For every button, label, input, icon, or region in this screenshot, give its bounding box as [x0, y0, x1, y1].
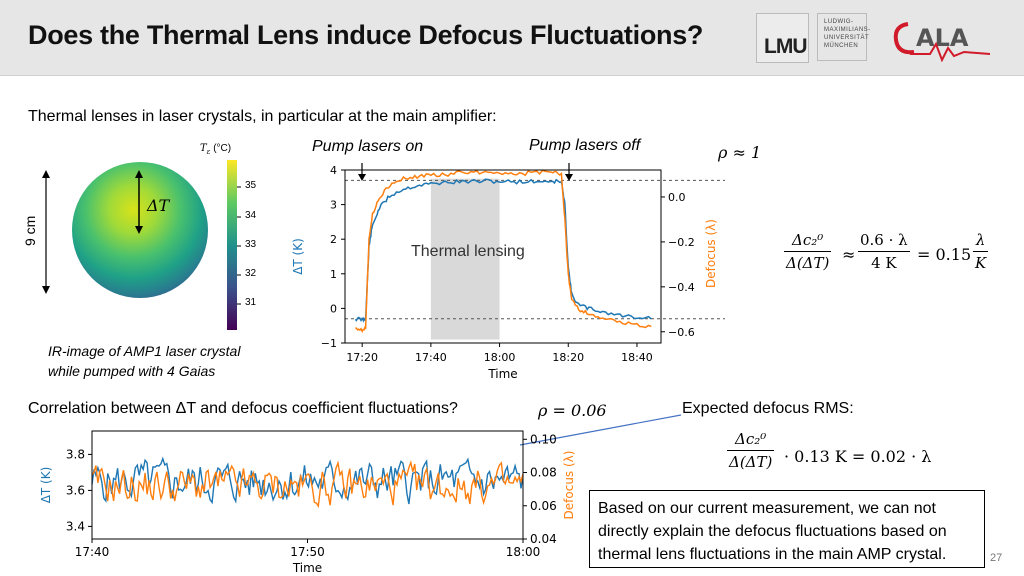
y-tick-label-2-2: 3.8: [66, 447, 85, 461]
x-tick-label-2: 18:00: [484, 351, 516, 364]
x-tick-label-2-0: 17:40: [75, 545, 110, 559]
y-tick-label-5: 4: [330, 164, 337, 177]
ir-image-figure: [42, 160, 241, 330]
slide-title: Does the Thermal Lens induce Defocus Flu…: [28, 20, 704, 50]
x-tick-label-2-2: 18:00: [506, 545, 541, 559]
colorbar-tick-31: 31: [245, 297, 257, 308]
formula1-approx: ≈: [842, 245, 856, 264]
colorbar: [227, 160, 237, 330]
plot-frame: [344, 169, 662, 344]
lmu-logo: [756, 13, 809, 63]
y-tick-label-4: 3: [330, 199, 337, 212]
page-number: 27: [990, 552, 1003, 564]
pump-on-arrowhead: [358, 174, 366, 181]
formula2-lhs: Δc₂⁰ Δ(ΔT): [727, 430, 775, 471]
y2-axis-label-2: Defocus (λ): [562, 451, 576, 520]
y2-tick-label-3: −0.6: [668, 326, 695, 339]
delta-t-fluct-series: [91, 456, 524, 505]
cala-logo: ALA: [893, 22, 991, 62]
fluctuation-chart: 3.4 3.6 3.8 0.10 0.08 0.06 0.04 17:40 17:50 18:00…: [39, 430, 576, 575]
y2-tick-label-0: 0.0: [668, 191, 686, 204]
y2-tick-label-1: −0.2: [668, 236, 695, 249]
header-bar: Does the Thermal Lens induce Defocus Flu…: [0, 0, 1024, 76]
colorbar-tick-33: 33: [245, 239, 257, 250]
expected-rms-label: Expected defocus RMS:: [682, 400, 854, 417]
conclusion-box: Based on our current measurement, we can…: [589, 490, 985, 568]
colorbar-ticks: [237, 186, 241, 305]
callout-line: [519, 414, 682, 446]
delta-t-series: [354, 178, 652, 323]
y2-axis-label: Defocus (λ): [704, 219, 718, 288]
y-tick-label-3: 2: [330, 233, 337, 246]
x-axis-label-2: Time: [292, 561, 322, 575]
y2-tick-label-2: −0.4: [668, 281, 695, 294]
formula1-eq: = 0.15: [917, 245, 972, 264]
pump-on-label: Pump lasers on: [312, 138, 424, 155]
rho-high-label: ρ ≈ 1: [718, 143, 762, 162]
y-tick-label-2-1: 3.6: [66, 483, 85, 497]
y2-tick-label-2-0: 0.10: [530, 432, 557, 446]
x-axis-label: Time: [487, 367, 517, 381]
ir-caption-line2: while pumped with 4 Gaias: [48, 363, 216, 379]
x-tick-label-0: 17:20: [346, 351, 378, 364]
svg-text:ALA: ALA: [916, 24, 969, 52]
lmu-logo-text: LMU: [764, 35, 807, 58]
y-axis-label: ΔT (K): [291, 238, 305, 275]
formula1-lhs: Δc₂⁰ Δ(ΔT): [784, 231, 832, 272]
pump-off-label: Pump lasers off: [529, 137, 641, 154]
thermal-lensing-label: Thermal lensing: [411, 243, 525, 260]
rho-low-label: ρ = 0.06: [538, 401, 607, 420]
y-tick-label-0: −1: [321, 337, 337, 350]
shaded-region: [430, 178, 500, 340]
formula2-rest: · 0.13 K = 0.02 · λ: [784, 447, 932, 466]
ir-size-label: 9 cm: [22, 215, 38, 246]
y2-tick-label-2-3: 0.04: [530, 532, 557, 546]
ir-delta-t-label: ΔT: [147, 196, 170, 215]
colorbar-label: Tε (°C): [200, 143, 232, 156]
thermal-lens-chart: −1 0 1 2 3 4 0.0 −0.2 −0.4 −0.6 17:20 17:40 18:00 18:…: [291, 163, 725, 381]
y-tick-label-2-0: 3.4: [66, 519, 85, 533]
x-tick-label-2-1: 17:50: [290, 545, 325, 559]
intro-text: Thermal lenses in laser crystals, in par…: [28, 108, 497, 125]
y-tick-label-1: 0: [330, 302, 337, 315]
defocus-fluct-series: [91, 460, 524, 509]
x-tick-label-4: 18:40: [621, 351, 653, 364]
x-tick-label-3: 18:20: [552, 351, 584, 364]
defocus-series: [355, 169, 652, 334]
colorbar-tick-32: 32: [245, 268, 257, 279]
colorbar-tick-35: 35: [245, 180, 257, 191]
y-tick-label-2: 1: [330, 268, 337, 281]
lmu-university-name: LUDWIG- MAXIMILIANS- UNIVERSITÄT MÜNCHEN: [817, 13, 870, 61]
y2-tick-label-2-1: 0.08: [530, 466, 557, 480]
ir-caption-line1: IR-image of AMP1 laser crystal: [48, 343, 241, 359]
correlation-question: Correlation between ΔT and defocus coeff…: [28, 400, 458, 417]
y-axis-label-2: ΔT (K): [39, 467, 53, 504]
colorbar-tick-34: 34: [245, 210, 257, 221]
pump-off-arrowhead: [565, 174, 573, 181]
x-tick-label-1: 17:40: [415, 351, 447, 364]
y2-tick-label-2-2: 0.06: [530, 499, 557, 513]
